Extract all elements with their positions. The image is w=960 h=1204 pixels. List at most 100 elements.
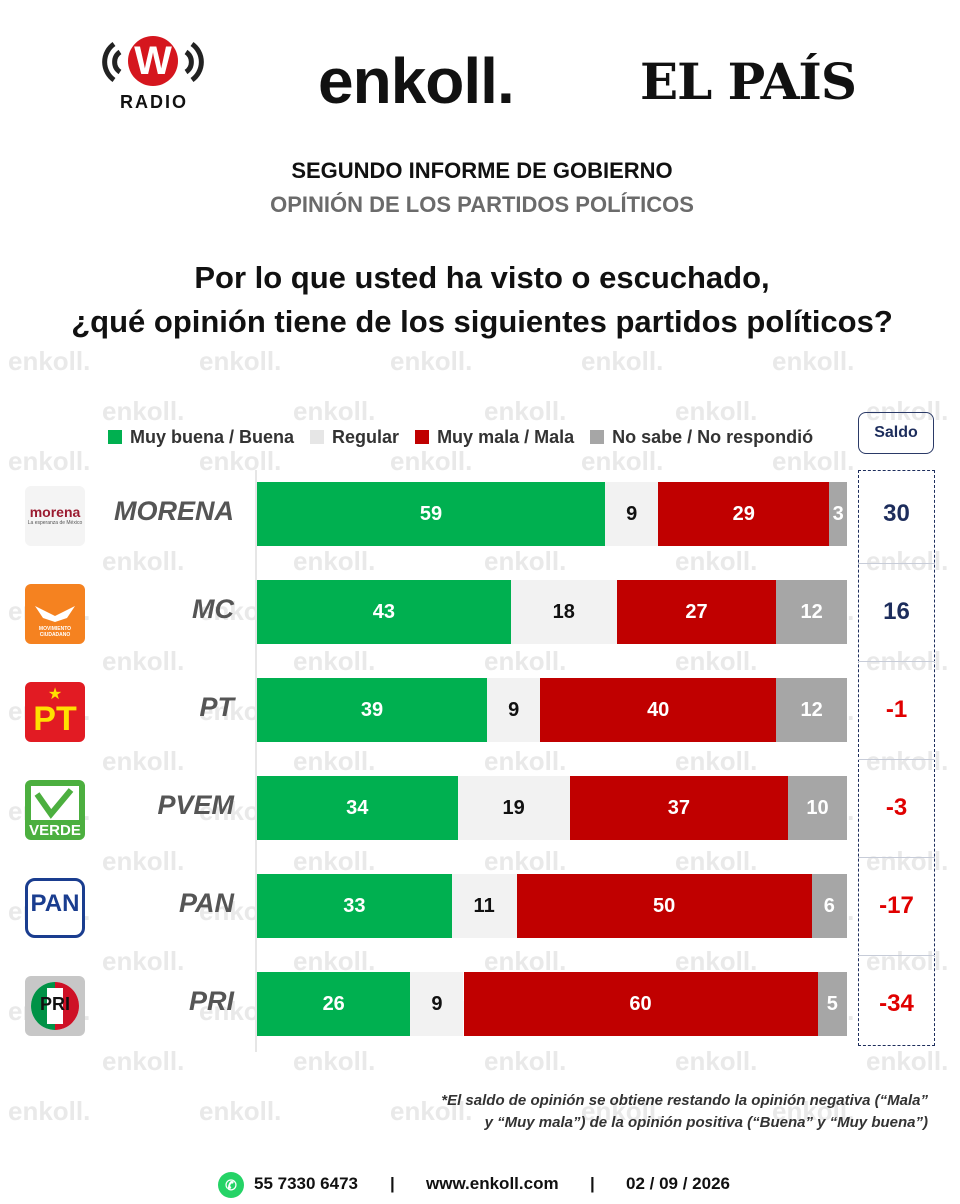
watermark-text: enkoll.: [102, 396, 185, 426]
watermark-text: enkoll.: [293, 546, 376, 576]
bar-segment: 34: [257, 776, 458, 840]
bar-segment: 50: [516, 874, 812, 938]
footer: ✆ 55 7330 6473 | www.enkoll.com | 02 / 0…: [0, 1164, 960, 1204]
watermark-text: enkoll.: [675, 646, 758, 676]
footer-separator: |: [390, 1174, 395, 1193]
watermark-text: enkoll.: [8, 1096, 91, 1126]
question-line-2: ¿qué opinión tiene de los siguientes par…: [71, 304, 893, 339]
bar-segment: 19: [457, 776, 570, 840]
saldo-header: Saldo: [858, 412, 934, 454]
watermark-text: enkoll.: [199, 346, 282, 376]
watermark-text: enkoll.: [8, 446, 91, 476]
legend-swatch: [310, 430, 325, 444]
watermark-text: enkoll.: [199, 446, 282, 476]
watermark-text: enkoll.: [866, 1046, 949, 1076]
watermark-text: enkoll.: [293, 746, 376, 776]
question-line-1: Por lo que usted ha visto o escuchado,: [194, 260, 770, 295]
footer-phone: 55 7330 6473: [254, 1174, 358, 1193]
watermark-text: enkoll.: [675, 546, 758, 576]
party-name-label: PAN: [178, 888, 234, 918]
toucan-check-icon: [31, 786, 79, 820]
party-name-label: PVEM: [157, 790, 234, 820]
bar-segment: 26: [257, 972, 411, 1036]
w-radio-label: RADIO: [120, 92, 188, 112]
footnote-line-1: *El saldo de opinión se obtiene restando…: [441, 1092, 928, 1109]
footer-date: 02 / 09 / 2026: [626, 1174, 730, 1193]
report-title: SEGUNDO INFORME DE GOBIERNO: [291, 158, 673, 183]
watermark-text: enkoll.: [484, 846, 567, 876]
party-name-label: PRI: [188, 986, 234, 1016]
report-subtitle: OPINIÓN DE LOS PARTIDOS POLÍTICOS: [270, 192, 694, 217]
saldo-separator: [858, 857, 935, 858]
legend-item: No sabe / No respondió: [590, 427, 813, 448]
bar-segment: 18: [510, 580, 617, 644]
watermark-text: enkoll.: [102, 846, 185, 876]
legend-label: Regular: [332, 426, 400, 447]
bar-segment: 5: [817, 972, 847, 1036]
saldo-separator: [858, 661, 935, 662]
footnote-line-2: y “Muy mala”) de la opinión positiva (“B…: [484, 1114, 928, 1131]
watermark-text: enkoll.: [675, 746, 758, 776]
whatsapp-icon: ✆: [218, 1172, 244, 1198]
survey-question: Por lo que usted ha visto o escuchado, ¿…: [0, 256, 960, 344]
watermark-text: enkoll.: [199, 1096, 282, 1126]
saldo-value: -34: [879, 990, 914, 1017]
watermark-text: enkoll.: [484, 396, 567, 426]
watermark-text: enkoll.: [772, 346, 855, 376]
legend-label: No sabe / No respondió: [612, 426, 814, 447]
bar-segment: 27: [616, 580, 777, 644]
watermark-text: enkoll.: [484, 1046, 567, 1076]
saldo-value: -17: [879, 892, 914, 919]
saldo-column: [858, 470, 935, 1046]
watermark-text: enkoll.: [390, 346, 473, 376]
saldo-separator: [858, 759, 935, 760]
watermark-text: enkoll.: [102, 546, 185, 576]
watermark-text: enkoll.: [390, 446, 473, 476]
pri-logo-icon: PRI: [25, 976, 85, 1036]
legend-label: Muy mala / Mala: [437, 426, 575, 447]
saldo-value: 30: [883, 500, 910, 527]
pt-logo-text: PT: [33, 700, 77, 738]
bar-segment: 9: [605, 482, 659, 546]
legend-label: Muy buena / Buena: [130, 426, 295, 447]
bar-segment: 12: [776, 580, 847, 644]
saldo-value: -1: [885, 696, 908, 723]
pan-logo-text: PAN: [30, 890, 80, 917]
footer-separator: |: [590, 1174, 595, 1193]
bar-segment: 10: [788, 776, 847, 840]
star-icon: ★: [47, 686, 63, 703]
watermark-text: enkoll.: [293, 396, 376, 426]
chart-axis-line: [255, 470, 257, 1052]
footer-website[interactable]: www.enkoll.com: [426, 1174, 559, 1193]
bar-segment: 12: [776, 678, 847, 742]
watermark-text: enkoll.: [581, 346, 664, 376]
legend-item: Regular: [310, 427, 399, 448]
pri-tricolor-icon: [31, 982, 79, 1030]
watermark-text: enkoll.: [484, 546, 567, 576]
watermark-text: enkoll.: [293, 1046, 376, 1076]
watermark-text: enkoll.: [675, 396, 758, 426]
bar-segment: 39: [257, 678, 488, 742]
bar-segment: 59: [257, 482, 606, 546]
legend-swatch: [108, 430, 122, 444]
watermark-text: enkoll.: [772, 446, 855, 476]
watermark-text: enkoll.: [675, 1046, 758, 1076]
party-name-label: PT: [199, 692, 234, 722]
chart-legend: Muy buena / Buena Regular Muy mala / Mala N…: [108, 424, 829, 450]
radio-wave-left-icon: [102, 41, 122, 83]
party-name-label: MORENA: [114, 496, 234, 526]
watermark-text: enkoll.: [581, 446, 664, 476]
w-radio-logo: W RADIO: [92, 36, 216, 116]
bar-segment: 9: [410, 972, 464, 1036]
bar-segment: 37: [569, 776, 788, 840]
morena-logo-text: morena: [29, 504, 81, 520]
watermark-text: enkoll.: [293, 646, 376, 676]
watermark-text: enkoll.: [484, 746, 567, 776]
saldo-value: 16: [883, 598, 910, 625]
morena-logo-subtext: La esperanza de México: [27, 520, 83, 526]
watermark-text: enkoll.: [293, 846, 376, 876]
bar-segment: 33: [257, 874, 452, 938]
bar-segment: 43: [257, 580, 511, 644]
watermark-text: enkoll.: [8, 346, 91, 376]
legend-item: Muy buena / Buena: [108, 427, 294, 448]
